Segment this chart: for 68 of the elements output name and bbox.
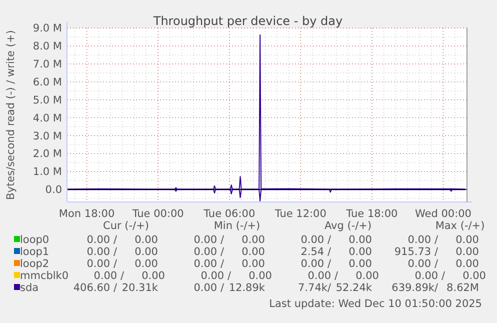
text: 0.00 <box>134 234 158 246</box>
y-tick-label: 1.0 M <box>32 166 62 178</box>
y-tick-label: 0.0 <box>45 184 62 196</box>
text: 0.00 <box>456 246 479 258</box>
text: 915.73 / <box>394 246 438 258</box>
y-tick-label: 9.0 M <box>32 22 62 35</box>
text: 7.74k/ <box>298 282 332 294</box>
x-tick-label: Tue 00:00 <box>131 208 184 220</box>
text: 0.00 / <box>194 282 224 294</box>
text: 2.54 / <box>300 246 332 258</box>
text: 0.00 / <box>414 270 446 282</box>
x-tick-label: Tue 12:00 <box>274 208 326 220</box>
text: 0.00 <box>348 258 372 270</box>
x-tick-label: Mon 18:00 <box>58 208 115 220</box>
text: 20.31k <box>122 282 159 294</box>
y-tick-label: 3.0 M <box>32 130 62 142</box>
y-tick-label: 2.0 M <box>32 148 62 160</box>
legend-label: sda <box>20 282 39 294</box>
x-tick-label: Tue 18:00 <box>345 208 398 220</box>
text: 0.00 <box>242 234 265 246</box>
text: 0.00 <box>456 234 479 246</box>
text: 0.00 / <box>194 258 224 270</box>
legend-label: loop0 <box>20 234 50 246</box>
text: 0.00 <box>356 270 379 282</box>
text: 52.24k <box>336 282 373 294</box>
text: 0.00 / <box>300 258 332 270</box>
text: 0.00 / <box>194 234 224 246</box>
text: 406.60 / <box>73 282 118 294</box>
y-axis-title: Bytes/second read (-) / write (+) <box>5 30 17 200</box>
y-tick-label: 4.0 M <box>32 112 62 124</box>
text: 0.00 / <box>408 258 438 270</box>
text: 0.00 / <box>86 234 118 246</box>
text: Avg (-/+) <box>324 220 372 232</box>
x-tick-label: Tue 06:00 <box>202 208 256 220</box>
text: 0.00 / <box>200 270 232 282</box>
y-tick-label: 6.0 M <box>32 76 62 88</box>
text: 0.00 <box>248 270 272 282</box>
text: 0.00 / <box>408 234 438 246</box>
text: 8.62M <box>446 282 479 294</box>
text: 0.00 <box>134 258 158 270</box>
text: 639.89k/ <box>392 282 438 294</box>
text: 0.00 <box>242 246 265 258</box>
text: 0.00 <box>348 246 372 258</box>
text: 0.00 <box>456 258 479 270</box>
text: 0.00 <box>142 270 165 282</box>
y-tick-label: 5.0 M <box>32 94 62 106</box>
text: Cur (-/+) <box>103 220 149 232</box>
x-tick-label: Wed 00:00 <box>414 208 472 220</box>
text: 0.00 / <box>308 270 338 282</box>
y-tick-label: 7.0 M <box>32 58 62 71</box>
text: 0.00 <box>134 246 158 258</box>
text: 0.00 <box>462 270 486 282</box>
text: Min (-/+) <box>214 220 260 232</box>
chart-title: Throughput per device - by day <box>152 14 343 28</box>
text: 0.00 / <box>86 246 118 258</box>
text: 0.00 / <box>86 258 118 270</box>
legend-label: loop2 <box>20 258 50 270</box>
text: 0.00 / <box>94 270 124 282</box>
text: 0.00 <box>348 234 372 246</box>
text: 0.00 / <box>194 246 224 258</box>
text: Max (-/+) <box>435 220 485 232</box>
text: 12.89k <box>228 282 266 294</box>
text: 0.00 <box>242 258 265 270</box>
legend-label: loop1 <box>20 246 50 258</box>
text: 0.00 / <box>300 234 332 246</box>
y-tick-label: 8.0 M <box>32 40 62 53</box>
text: Last update: Wed Dec 10 01:50:00 2025 <box>269 298 482 310</box>
legend-label: mmcblk0 <box>20 270 69 282</box>
